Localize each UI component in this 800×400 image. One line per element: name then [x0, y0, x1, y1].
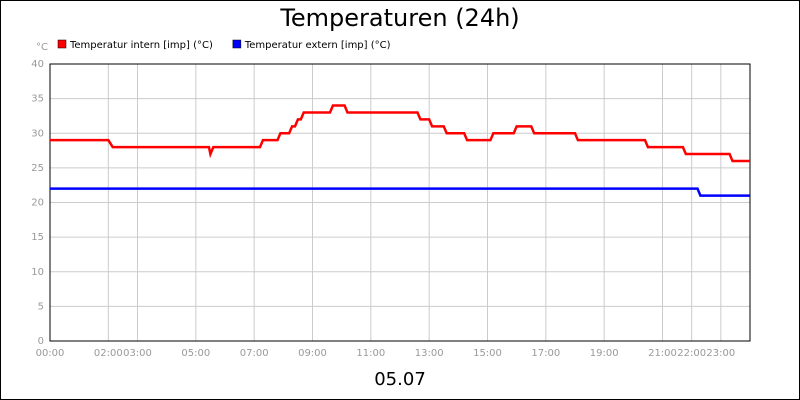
plot-area [49, 63, 751, 342]
chart-title: Temperaturen (24h) [279, 4, 519, 32]
x-tick-label: 09:00 [298, 348, 327, 359]
y-unit: °C [36, 42, 48, 53]
x-tick-label: 07:00 [240, 348, 269, 359]
y-tick-label: 0 [38, 336, 44, 347]
x-tick-label: 00:00 [36, 348, 65, 359]
x-tick-label: 15:00 [473, 348, 502, 359]
y-tick-label: 15 [31, 232, 44, 243]
legend-label: Temperatur extern [imp] (°C) [244, 40, 391, 51]
x-tick-label: 23:00 [706, 348, 735, 359]
y-tick-label: 40 [31, 59, 44, 70]
legend-swatch [57, 39, 67, 49]
y-tick-label: 35 [31, 94, 44, 105]
legend-label: Temperatur intern [imp] (°C) [69, 40, 213, 51]
x-tick-label: 21:00 [648, 348, 677, 359]
legend-swatch [232, 39, 242, 49]
y-tick-label: 30 [31, 128, 44, 139]
x-tick-label: 02:00 [94, 348, 123, 359]
line [50, 104, 750, 163]
line [50, 187, 750, 197]
y-tick-label: 25 [31, 163, 44, 174]
x-tick-label: 03:00 [123, 348, 152, 359]
x-tick-label: 05:00 [181, 348, 210, 359]
x-tick-label: 22:00 [677, 348, 706, 359]
y-tick-label: 5 [38, 301, 44, 312]
x-tick-label: 11:00 [356, 348, 385, 359]
y-tick-label: 20 [31, 198, 44, 209]
y-tick-label: 10 [31, 267, 44, 278]
x-tick-label: 13:00 [415, 348, 444, 359]
x-label: 05.07 [374, 369, 426, 390]
x-tick-label: 19:00 [590, 348, 619, 359]
legend: Temperatur intern [imp] (°C) Temperatur e… [57, 39, 391, 51]
x-tick-label: 17:00 [531, 348, 560, 359]
